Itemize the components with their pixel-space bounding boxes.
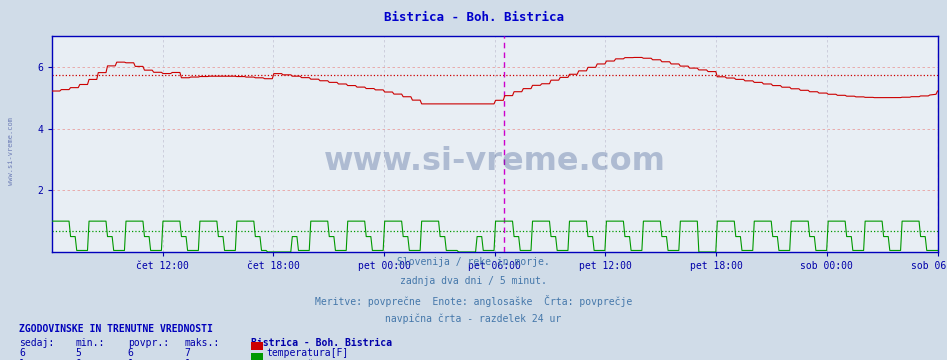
- Text: 1: 1: [128, 359, 134, 360]
- Text: 1: 1: [185, 359, 190, 360]
- Text: www.si-vreme.com: www.si-vreme.com: [324, 146, 666, 177]
- Text: pretok[čevelj3/min]: pretok[čevelj3/min]: [266, 359, 378, 360]
- Text: Bistrica - Boh. Bistrica: Bistrica - Boh. Bistrica: [251, 338, 392, 348]
- Text: povpr.:: povpr.:: [128, 338, 169, 348]
- Text: ZGODOVINSKE IN TRENUTNE VREDNOSTI: ZGODOVINSKE IN TRENUTNE VREDNOSTI: [19, 324, 213, 334]
- Text: 1: 1: [19, 359, 25, 360]
- Text: maks.:: maks.:: [185, 338, 220, 348]
- Text: sedaj:: sedaj:: [19, 338, 54, 348]
- Text: 5: 5: [76, 348, 81, 359]
- Text: 6: 6: [128, 348, 134, 359]
- Text: Meritve: povprečne  Enote: anglosaške  Črta: povprečje: Meritve: povprečne Enote: anglosaške Črt…: [314, 295, 633, 307]
- Text: 0: 0: [76, 359, 81, 360]
- Text: zadnja dva dni / 5 minut.: zadnja dva dni / 5 minut.: [400, 276, 547, 286]
- Text: Slovenija / reke in morje.: Slovenija / reke in morje.: [397, 257, 550, 267]
- Text: www.si-vreme.com: www.si-vreme.com: [9, 117, 14, 185]
- Text: Bistrica - Boh. Bistrica: Bistrica - Boh. Bistrica: [384, 11, 563, 24]
- Text: min.:: min.:: [76, 338, 105, 348]
- Text: 6: 6: [19, 348, 25, 359]
- Text: temperatura[F]: temperatura[F]: [266, 348, 348, 359]
- Text: 7: 7: [185, 348, 190, 359]
- Text: navpična črta - razdelek 24 ur: navpična črta - razdelek 24 ur: [385, 314, 562, 324]
